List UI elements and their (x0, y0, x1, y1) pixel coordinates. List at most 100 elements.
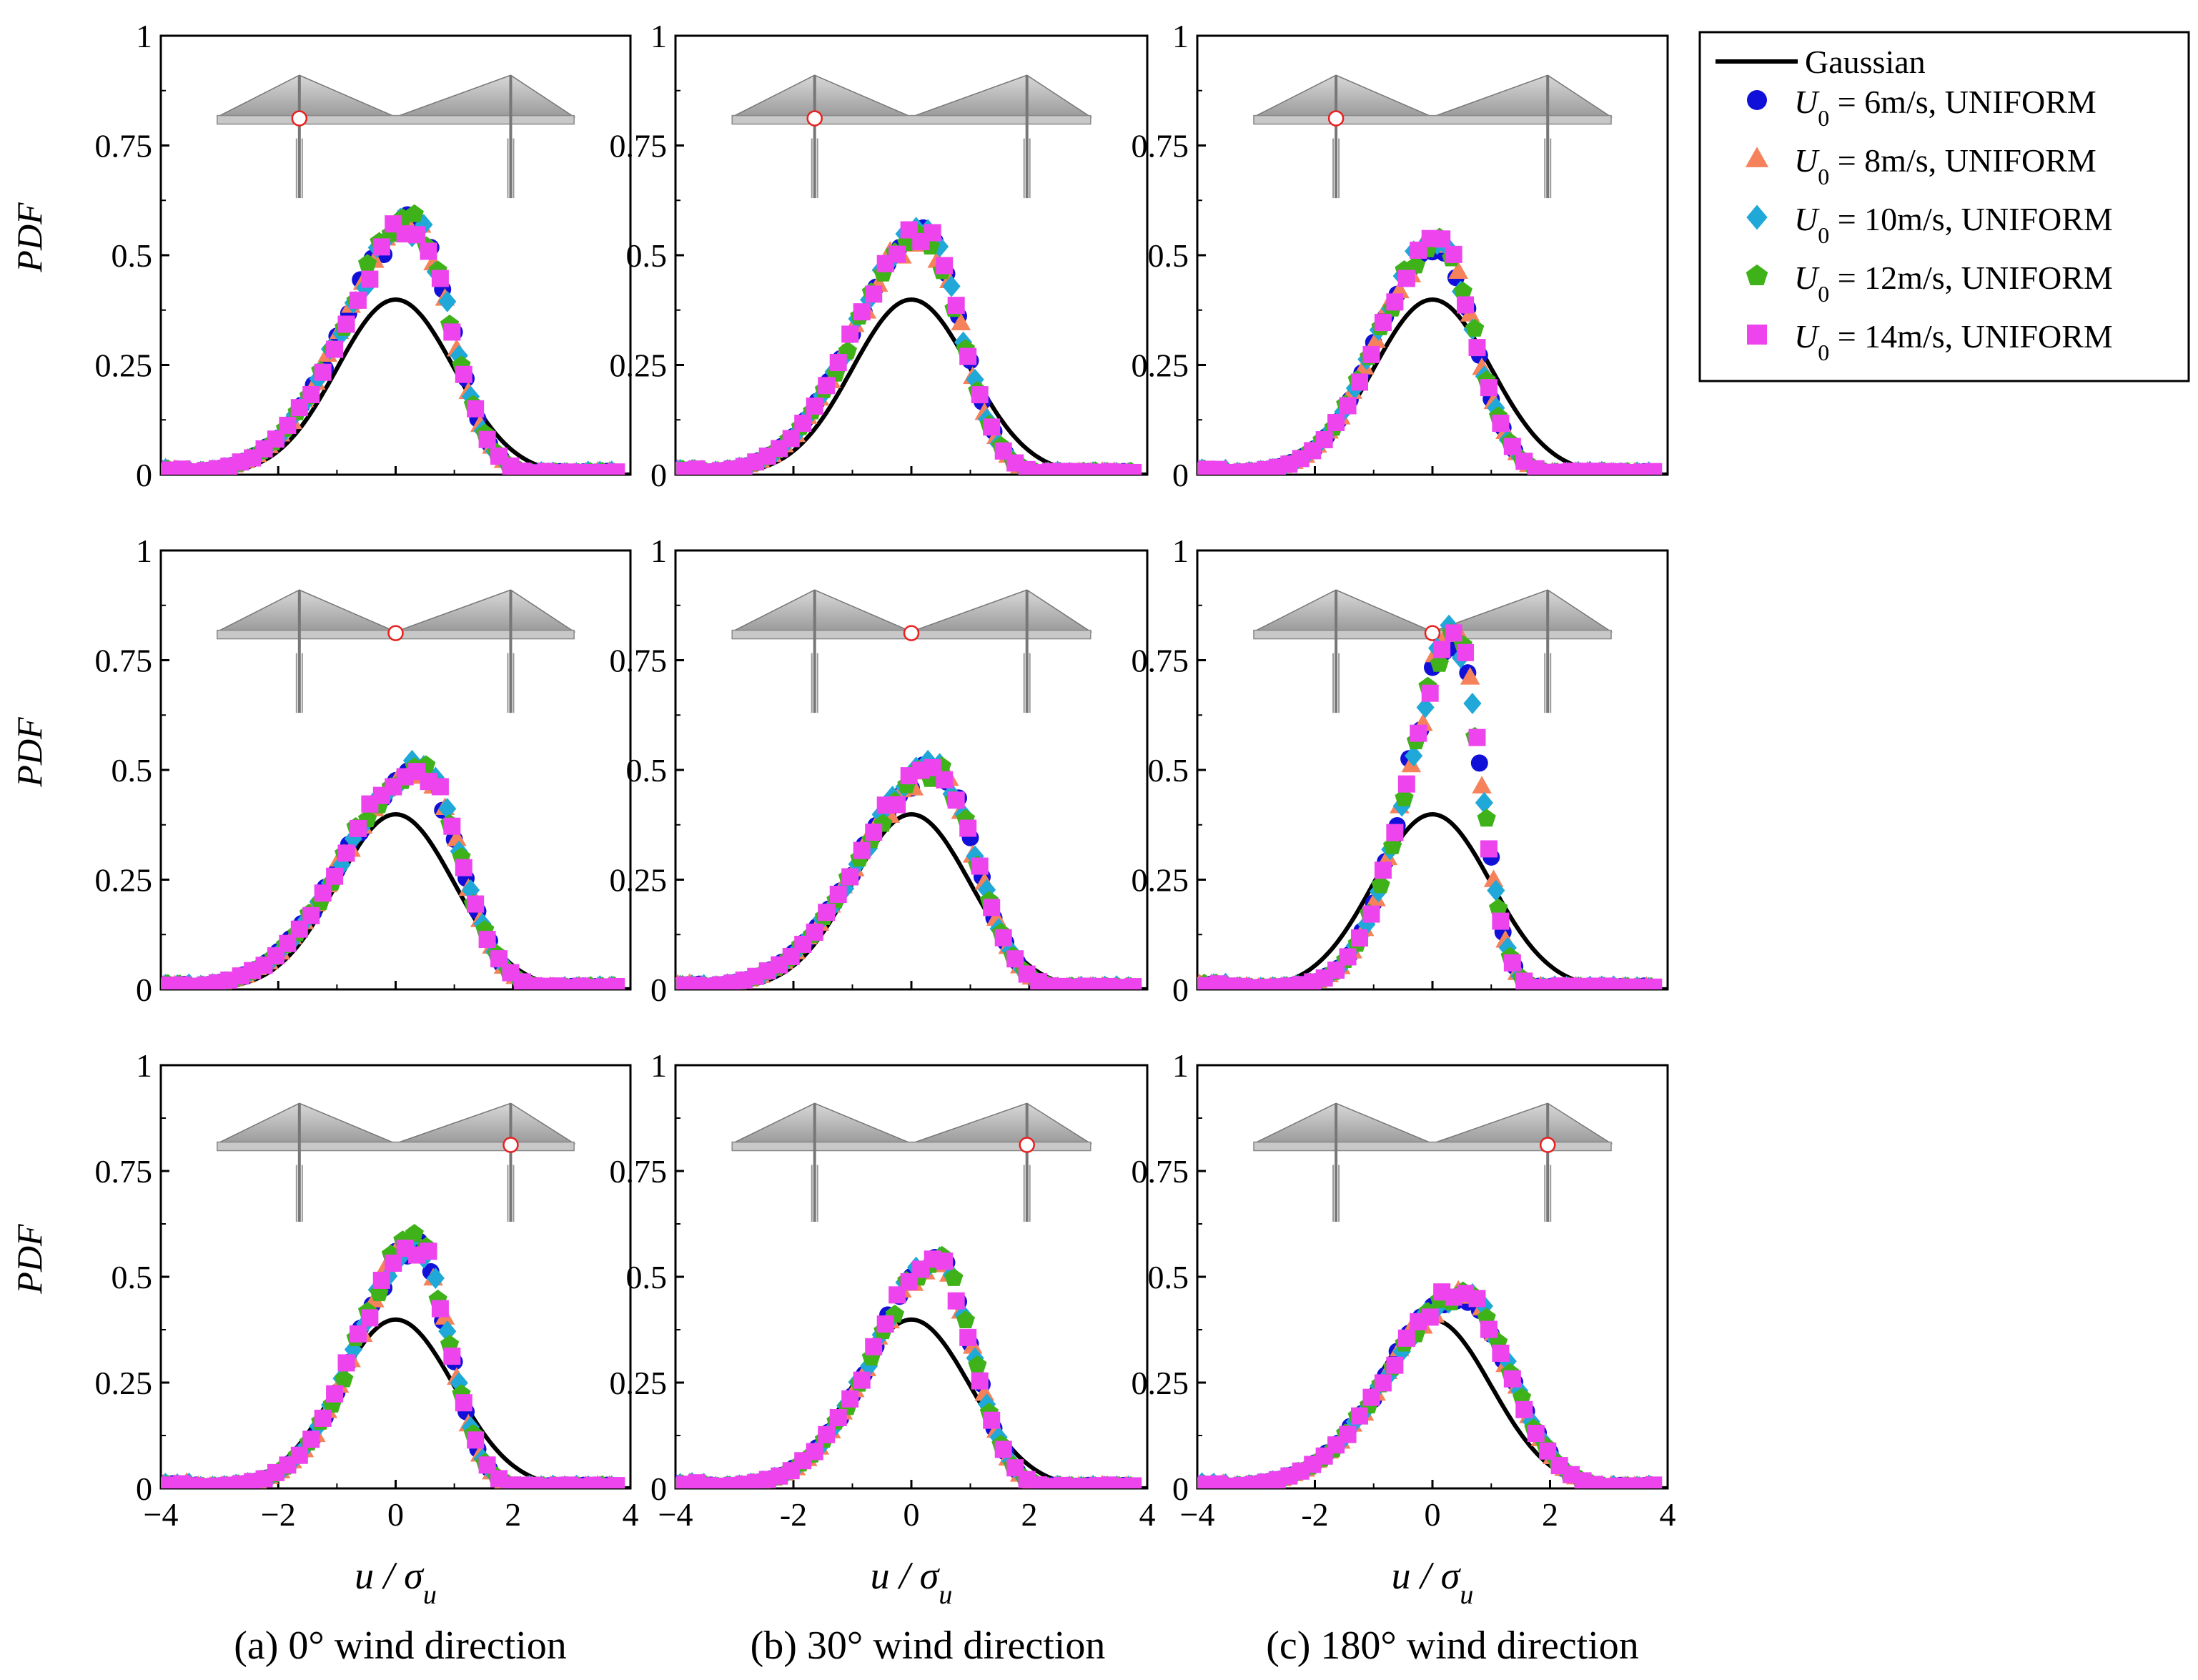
caption-b: (b) 30° wind direction (751, 1624, 1106, 1668)
probe-location-marker (291, 110, 308, 127)
y-tick-label: 0 (136, 1471, 152, 1507)
y-tick-label: 1 (136, 18, 152, 54)
bridge-cable-left (217, 74, 396, 118)
bridge-cable-right (395, 1102, 576, 1145)
legend-label-text: = 8m/s, UNIFORM (1829, 142, 2096, 179)
y-tick-label: 0.75 (1132, 1153, 1189, 1190)
data-point (1339, 1425, 1357, 1443)
y-tick-label: 0 (1172, 972, 1189, 1008)
plot-frame (674, 34, 1149, 476)
data-point (971, 1372, 989, 1390)
series-4 (676, 1250, 1142, 1488)
y-tick-label: 1 (1172, 18, 1189, 54)
x-axis-label: u / σu (1392, 1554, 1474, 1610)
probe-location-marker (1424, 625, 1441, 641)
data-point (455, 859, 472, 876)
data-point (841, 1390, 859, 1408)
data-point (1645, 1476, 1663, 1488)
data-point (1386, 1356, 1404, 1374)
data-point (279, 416, 297, 434)
data-point (1351, 929, 1369, 947)
series-4 (1198, 1283, 1663, 1488)
y-tick-label: 1 (1172, 533, 1189, 569)
y-tick-label: 0.5 (112, 752, 153, 789)
bridge-cable-left (731, 74, 912, 118)
bridge-inset (731, 589, 1093, 713)
x-tick-label: −4 (144, 1496, 179, 1533)
bridge-cable-right (1432, 1102, 1613, 1145)
y-tick-label: 0.5 (626, 1259, 668, 1295)
data-point (1397, 1329, 1415, 1347)
data-point (357, 254, 377, 272)
data-point (1488, 898, 1508, 916)
data-point (1470, 754, 1488, 772)
y-axis-label: PDF (9, 1224, 49, 1295)
data-point (959, 347, 977, 365)
data-point (782, 430, 800, 448)
data-point (455, 1394, 472, 1412)
data-point (608, 977, 625, 989)
data-point (302, 386, 320, 404)
data-point (1392, 1340, 1411, 1363)
gaussian-curve (1197, 811, 1668, 989)
x-axis-label: u / σu (355, 1554, 437, 1610)
y-tick-label: 0.25 (1132, 1365, 1189, 1401)
legend-label-text: = 6m/s, UNIFORM (1829, 84, 2096, 120)
data-point (1339, 948, 1357, 966)
bridge-deck (731, 114, 1091, 125)
data-point (841, 325, 859, 343)
probe-location-marker (806, 110, 823, 127)
panel-r2-c2: 0 0.25 0.5 0.75 1 −4 -2 0 2 4 u / σu (1132, 1047, 1676, 1610)
data-point (408, 226, 426, 244)
data-point (478, 430, 496, 448)
legend-label-text: = 14m/s, UNIFORM (1829, 318, 2113, 355)
legend-label-sub: 0 (1818, 164, 1829, 189)
probe-location-marker (1539, 1137, 1556, 1153)
data-point (337, 1354, 355, 1372)
plot-area (161, 1223, 630, 1488)
data-point (829, 1408, 847, 1426)
series-3 (161, 204, 624, 475)
x-tick-label: −4 (1180, 1496, 1215, 1533)
legend-label-sub: 0 (1818, 222, 1829, 248)
panel-r0-c0: 0 0.25 0.5 0.75 1 PDF (9, 18, 632, 493)
y-tick-label: 1 (650, 533, 667, 569)
legend-box (1698, 31, 2190, 382)
bridge-cable-right (395, 589, 576, 633)
gaussian-curve (161, 811, 630, 989)
y-tick-label: 0.5 (626, 752, 668, 789)
y-tick-label: 0 (650, 972, 667, 1008)
caption-a: (a) 0° wind direction (234, 1624, 567, 1668)
data-point (1539, 1442, 1557, 1460)
data-point (1374, 1374, 1392, 1392)
plot-area (1197, 614, 1668, 989)
x-tick-label: 4 (623, 1496, 639, 1533)
x-axis-label: u / σu (871, 1554, 953, 1610)
legend-marker (1747, 90, 1767, 110)
bridge-inset (731, 74, 1093, 199)
data-point (1433, 230, 1451, 248)
data-point (608, 463, 625, 475)
y-tick-label: 1 (650, 18, 667, 54)
y-tick-label: 0.5 (1148, 237, 1189, 274)
data-point (865, 285, 883, 303)
series-4 (1198, 229, 1663, 475)
series-3 (1197, 227, 1661, 475)
data-point (994, 1441, 1012, 1458)
data-point (1421, 1308, 1439, 1326)
data-point (829, 354, 847, 372)
data-point (1483, 869, 1504, 887)
data-point (1457, 643, 1475, 661)
gaussian-curve (1197, 1317, 1668, 1488)
data-point (1492, 1344, 1510, 1362)
data-point (1374, 314, 1392, 332)
data-point (968, 1355, 987, 1373)
bridge-inset (731, 1102, 1093, 1222)
data-point (936, 771, 954, 789)
data-point (1503, 438, 1521, 455)
data-point (1371, 875, 1390, 894)
data-point (1433, 641, 1451, 658)
x-tick-label: 4 (1139, 1496, 1156, 1533)
panel-r1-c0: 0 0.25 0.5 0.75 1 PDF (9, 533, 632, 1008)
data-point (1457, 296, 1475, 314)
